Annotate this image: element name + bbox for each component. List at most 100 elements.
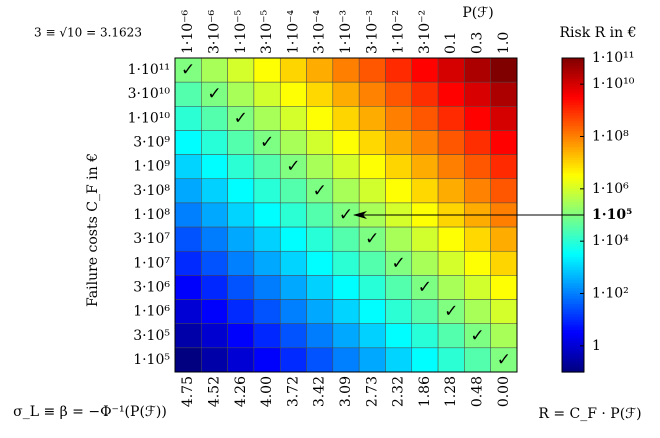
beta-tick-label: 3.09 [338,376,354,407]
cell [490,323,518,349]
cell [490,347,518,373]
colorbar-strip [562,196,584,200]
cell [332,275,360,300]
cell [227,299,255,324]
check-mark: ✓ [470,326,484,346]
y-axis-label: Failure costs C_F in € [85,153,101,307]
row-label: 3·10¹⁰ [128,86,171,102]
colorbar-strip [562,133,584,138]
cell [490,154,518,180]
cell [332,57,360,83]
colorbar-strip [562,204,584,208]
row-label: 1·10¹¹ [128,62,170,78]
check-mark: ✓ [286,157,300,177]
colorbar-strip [562,63,584,67]
colorbar-tick-label: 1·10⁴ [592,233,629,249]
cell [385,226,413,252]
cell [201,275,228,300]
colorbar-strip [562,188,584,193]
cell [437,323,465,349]
colorbar-strip [562,269,584,274]
colorbar-strip [562,322,584,326]
column-label: 3·10⁻⁶ [206,9,222,54]
colorbar-strip [562,343,584,347]
colorbar-strip [562,309,584,313]
row-label: 1·10⁷ [133,255,170,271]
cell [201,202,228,228]
colorbar-strip [562,167,584,172]
colorbar-tick-label: 1 [592,338,601,354]
colorbar-strip [562,76,584,80]
colorbar-strip [562,280,584,284]
cell [358,154,386,180]
cell [174,81,202,107]
cell [332,323,360,349]
cell [358,226,386,252]
cell [464,250,491,276]
cell [490,57,518,83]
row-label: 1·10¹⁰ [128,110,171,126]
column-label: 3·10⁻² [417,10,433,54]
cell [174,275,202,300]
cell [411,250,439,276]
check-mark: ✓ [497,350,511,370]
beta-tick-label: 4.00 [259,376,275,407]
cell [332,299,360,324]
colorbar-label: Risk R in € [560,25,637,41]
cell [306,202,334,228]
colorbar-strip [562,126,584,130]
colorbar-strip [562,123,584,127]
colorbar-strip [562,120,584,125]
cell [411,347,439,373]
colorbar-strip [562,317,584,321]
colorbar-strip [562,283,584,287]
cell [279,226,307,252]
p-label: P(ℱ) [462,5,493,21]
colorbar-strip [562,110,584,114]
cell [464,275,491,300]
cell [437,226,465,252]
row-label: 3·10⁷ [133,231,170,247]
row-label: 3·10⁶ [133,279,170,295]
cell [306,178,334,204]
colorbar-strip [562,146,584,151]
colorbar-strip [562,154,584,159]
beta-tick-label: 0.48 [470,376,486,407]
cell [227,130,255,155]
colorbar-strip [562,369,584,373]
colorbar-strip [562,199,584,203]
check-mark: ✓ [339,205,353,225]
column-label: 3·10⁻⁵ [259,9,275,54]
cell [253,275,281,300]
column-label: 1·10⁻⁵ [233,9,249,54]
colorbar-strip [562,301,584,305]
cell [227,178,255,204]
cell [201,178,228,204]
colorbar-strip [562,249,584,253]
cell [253,154,281,180]
colorbar-strip [562,327,584,331]
row-label: 1·10⁶ [133,304,170,320]
cell [332,154,360,180]
beta-tick-label: 2.73 [364,376,380,407]
cell [385,178,413,204]
cell [306,347,334,373]
colorbar-strip [562,238,584,242]
cell [490,130,518,155]
cell [174,154,202,180]
cell [227,57,255,83]
cell [201,130,228,155]
cell [174,250,202,276]
cell [464,178,491,204]
colorbar-strip [562,178,584,182]
cell [332,130,360,155]
colorbar-strip [562,225,584,229]
column-label: 0.1 [443,32,459,54]
cell [227,106,255,131]
cell [385,57,413,83]
cell [174,178,202,204]
cell [385,81,413,107]
cell [385,299,413,324]
colorbar-strip [562,217,584,221]
cell [279,57,307,83]
